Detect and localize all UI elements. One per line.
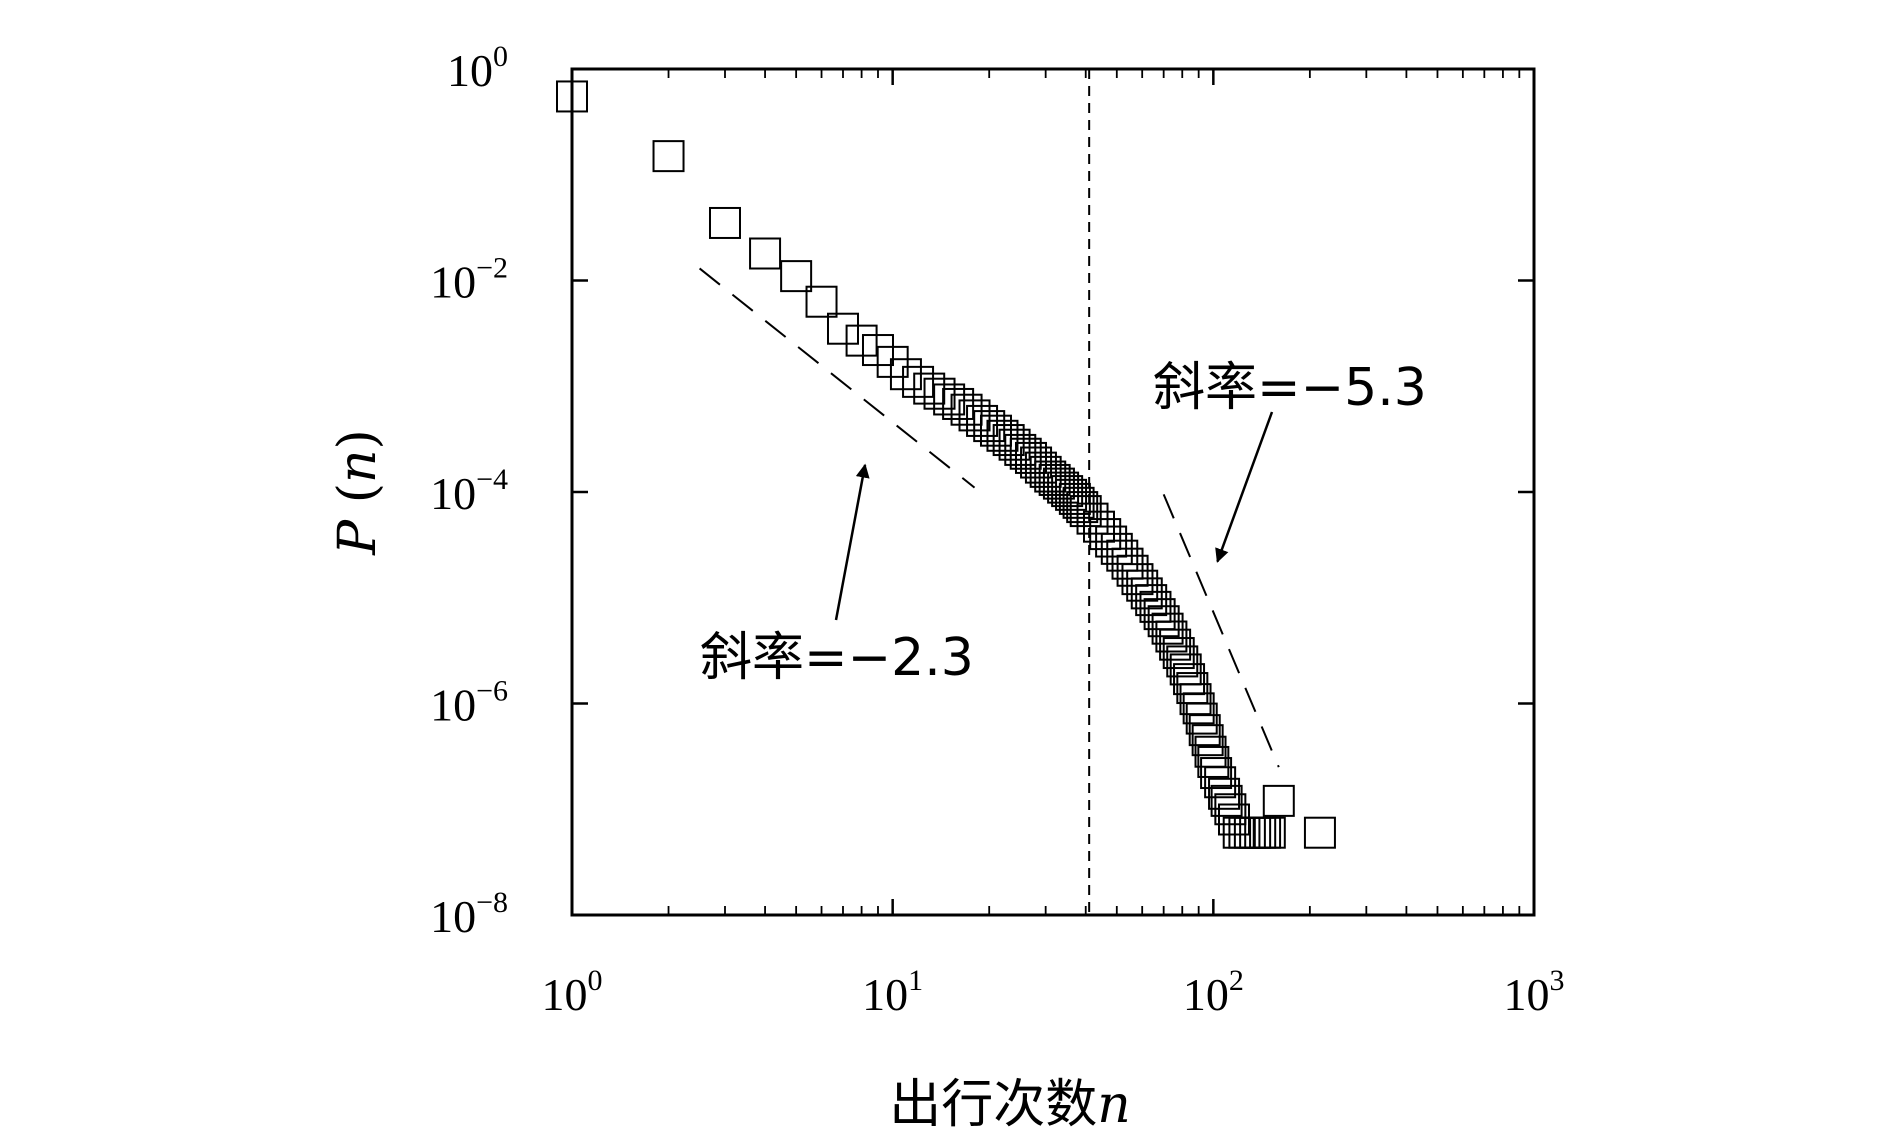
- data-points: [556, 80, 1336, 849]
- data-point: [708, 206, 741, 239]
- x-tick-label: 101: [862, 964, 923, 1020]
- y-axis-title-main: P: [328, 519, 388, 556]
- data-point: [1058, 482, 1091, 515]
- data-point: [998, 428, 1031, 461]
- data-point: [973, 410, 1006, 443]
- y-axis-title-close: ): [328, 429, 388, 449]
- x-axis-title-main: 出行次数: [889, 1075, 1097, 1135]
- data-point: [1155, 620, 1188, 653]
- x-tick-label-base: 10: [1504, 969, 1550, 1020]
- reference-lines: [698, 267, 1280, 768]
- y-tick-label-exponent: 0: [493, 40, 508, 73]
- data-point: [1204, 766, 1237, 799]
- minor-ticks: [667, 69, 1521, 915]
- x-tick-label-exponent: 0: [588, 964, 603, 997]
- x-tick-label-exponent: 2: [1229, 964, 1244, 997]
- data-point: [1200, 757, 1233, 790]
- data-point: [749, 237, 782, 270]
- y-tick-label: 100: [447, 40, 508, 96]
- data-point: [652, 140, 685, 173]
- x-axis-title: 出行次数n: [889, 1075, 1131, 1135]
- data-point: [1130, 577, 1163, 610]
- y-tick-label-base: 10: [430, 680, 476, 731]
- x-tick-label-base: 10: [862, 969, 908, 1020]
- data-point: [992, 424, 1025, 457]
- y-tick-label-base: 10: [447, 45, 493, 96]
- y-tick-label: 10−6: [430, 675, 508, 731]
- data-point: [780, 260, 813, 293]
- annotations: 斜率=−2.3 斜率=−5.3: [700, 358, 1427, 688]
- x-tick-label-base: 10: [542, 969, 588, 1020]
- annotation-arrow-1: [834, 463, 870, 621]
- y-tick-label: 10−2: [430, 252, 508, 308]
- data-point: [1185, 702, 1218, 735]
- slope-reference-line: [698, 267, 976, 489]
- data-point: [1194, 735, 1227, 768]
- y-tick-label-base: 10: [430, 257, 476, 308]
- y-tick-label-exponent: −4: [476, 463, 508, 496]
- data-point: [1253, 816, 1286, 849]
- y-tick-label: 10−8: [430, 886, 508, 942]
- y-tick-label-base: 10: [430, 891, 476, 942]
- data-point: [556, 80, 588, 113]
- data-point: [942, 387, 975, 420]
- data-point: [1262, 784, 1295, 817]
- y-tick-label-exponent: −8: [476, 886, 508, 919]
- data-point: [1166, 645, 1199, 678]
- y-axis-title-var: n: [328, 449, 388, 483]
- x-tick-label-exponent: 3: [1550, 964, 1565, 997]
- x-tick-label: 103: [1504, 964, 1565, 1020]
- y-tick-label-base: 10: [430, 468, 476, 519]
- annotation-arrow-2: [1215, 411, 1274, 563]
- data-point: [826, 312, 859, 345]
- x-axis-title-var: n: [1097, 1075, 1131, 1135]
- y-tick-label-exponent: −6: [476, 675, 508, 708]
- data-point: [1176, 672, 1209, 705]
- x-tick-label-exponent: 1: [908, 964, 923, 997]
- data-point: [1303, 816, 1336, 849]
- data-point: [876, 345, 909, 378]
- data-point: [1162, 637, 1195, 670]
- data-point: [1188, 714, 1221, 747]
- y-axis-title: P (n): [328, 429, 388, 556]
- y-tick-label-exponent: −2: [476, 252, 508, 285]
- data-point: [805, 285, 838, 318]
- data-point: [1179, 683, 1212, 716]
- data-point: [1182, 692, 1215, 725]
- y-axis-title-open: (: [328, 483, 388, 520]
- y-tick-label: 10−4: [430, 463, 508, 519]
- data-point: [1210, 784, 1243, 817]
- x-tick-labels: 100 101 102 103: [542, 964, 1565, 1020]
- data-point: [845, 324, 878, 357]
- data-point: [1066, 491, 1099, 524]
- annotation-text-slope-2: 斜率=−5.3: [1153, 358, 1427, 418]
- data-point: [902, 365, 935, 398]
- major-ticks: [570, 67, 1536, 917]
- data-point: [1191, 724, 1224, 757]
- x-tick-label-base: 10: [1183, 969, 1229, 1020]
- slope-reference-line: [1162, 493, 1280, 768]
- x-tick-label: 100: [542, 964, 603, 1020]
- data-point: [1159, 628, 1192, 661]
- data-point: [1197, 745, 1230, 778]
- x-tick-label: 102: [1183, 964, 1244, 1020]
- annotation-text-slope-1: 斜率=−2.3: [700, 628, 974, 688]
